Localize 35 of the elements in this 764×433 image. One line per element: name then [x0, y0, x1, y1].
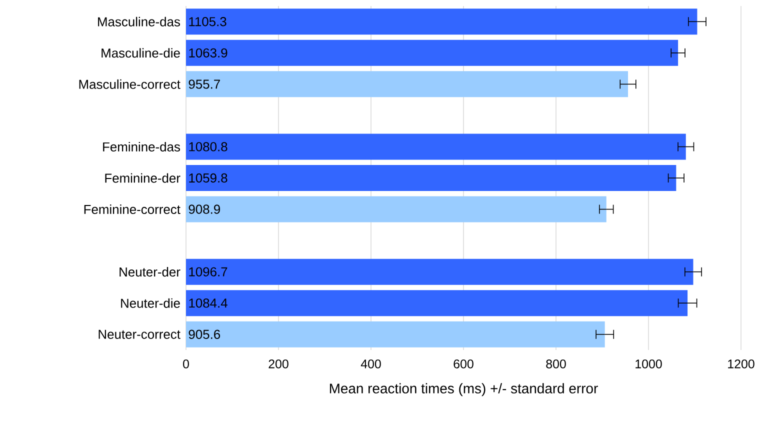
- x-tick-label: 400: [360, 360, 381, 368]
- bar: [186, 196, 606, 222]
- data-label: 1080.8: [189, 142, 228, 152]
- data-label: 905.6: [188, 330, 220, 339]
- bar: [186, 71, 628, 98]
- x-axis-title: Mean reaction times (ms) +/- standard error: [330, 383, 598, 396]
- y-tick-label: Masculine-die: [102, 48, 180, 58]
- y-tick-label: Masculine-correct: [79, 79, 180, 89]
- y-tick-label: Feminine-correct: [84, 204, 180, 214]
- bar: [186, 321, 605, 348]
- x-tick-label: 200: [268, 360, 288, 368]
- data-label: 1096.7: [189, 267, 228, 276]
- bar: [186, 8, 698, 35]
- y-tick-label: Masculine-das: [98, 16, 180, 26]
- x-tick-label: 0: [183, 360, 189, 368]
- bar: [186, 134, 686, 160]
- x-tick-label: 800: [546, 360, 566, 368]
- bar: [186, 40, 678, 66]
- data-label: 1084.4: [189, 298, 228, 308]
- x-tick-label: 1000: [636, 360, 662, 368]
- y-tick-label: Feminine-der: [105, 173, 180, 183]
- data-label: 1059.8: [189, 173, 228, 183]
- y-tick-label: Neuter-correct: [98, 330, 180, 339]
- x-tick-label: 1200: [728, 360, 754, 368]
- y-tick-label: Feminine-das: [103, 142, 180, 152]
- bar: [186, 258, 694, 285]
- y-tick-label: Neuter-der: [120, 267, 180, 277]
- data-label: 1105.3: [189, 17, 226, 26]
- bar: [186, 290, 688, 316]
- data-label: 908.9: [188, 204, 220, 214]
- y-tick-label: Neuter-die: [121, 298, 180, 308]
- data-label: 1063.9: [189, 48, 228, 58]
- x-tick-label: 600: [454, 360, 474, 368]
- data-label: 955.7: [188, 80, 220, 89]
- bar: [186, 165, 676, 191]
